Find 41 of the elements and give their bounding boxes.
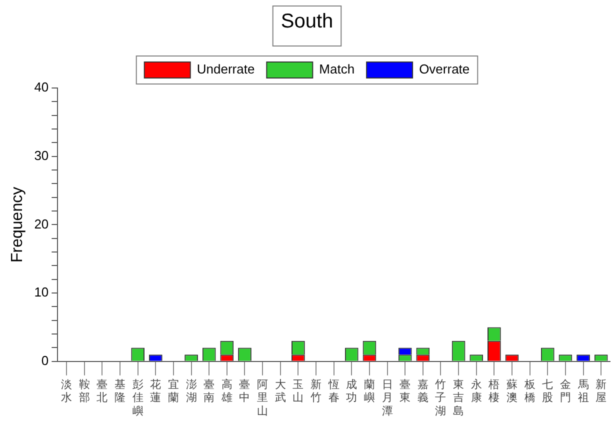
x-tick-label: 澎湖 — [186, 378, 197, 404]
x-tick-label: 東吉島 — [453, 378, 464, 418]
x-tick-label: 淡水 — [61, 379, 72, 404]
y-tick-label: 10 — [34, 284, 49, 300]
x-tick-label: 梧棲 — [488, 379, 500, 404]
x-tick-label: 成功 — [346, 378, 358, 404]
y-tick-label: 20 — [34, 216, 49, 232]
x-tick-label: 新竹 — [310, 378, 322, 404]
x-tick-label: 臺北 — [96, 378, 108, 404]
x-tick-label: 基隆 — [114, 378, 126, 404]
x-tick-label: 永康 — [470, 378, 482, 404]
legend-label: Overrate — [419, 62, 470, 77]
x-tick-label: 蘭嶼 — [364, 378, 375, 404]
x-tick-label: 恆春 — [327, 379, 340, 404]
x-tick-label: 玉山 — [292, 379, 304, 404]
y-tick-label: 0 — [41, 352, 49, 368]
x-tick-label: 花蓮 — [150, 378, 162, 404]
x-tick-label: 阿里山 — [257, 379, 268, 418]
legend-label: Match — [319, 62, 355, 77]
x-tick-label: 新屋 — [596, 378, 607, 404]
x-tick-label: 彭佳嶼 — [132, 378, 144, 418]
x-tick-label: 蘇澳 — [506, 378, 518, 404]
x-tick-label: 馬祖 — [576, 379, 589, 404]
y-axis-title: Frequency — [9, 186, 26, 262]
x-tick-label: 竹子湖 — [435, 379, 446, 418]
x-tick-label: 臺東 — [400, 378, 411, 404]
y-tick-label: 40 — [34, 80, 49, 95]
x-tick-label: 金門 — [560, 379, 571, 404]
x-tick-label: 嘉義 — [417, 378, 428, 404]
x-tick-label: 板橋 — [523, 379, 536, 404]
x-tick-label: 鞍部 — [78, 378, 90, 404]
legend-label: Underrate — [196, 62, 255, 77]
x-tick-label: 七股 — [542, 378, 554, 404]
x-tick-label: 日月潭 — [382, 379, 393, 418]
x-tick-label: 臺南 — [204, 378, 215, 404]
chart-title: South — [280, 10, 334, 33]
y-tick-label: 30 — [34, 148, 49, 163]
x-tick-label: 宜蘭 — [168, 378, 179, 404]
x-tick-label: 高雄 — [220, 378, 232, 404]
x-tick-label: 臺中 — [239, 378, 250, 404]
x-tick-label: 大武 — [274, 378, 286, 404]
